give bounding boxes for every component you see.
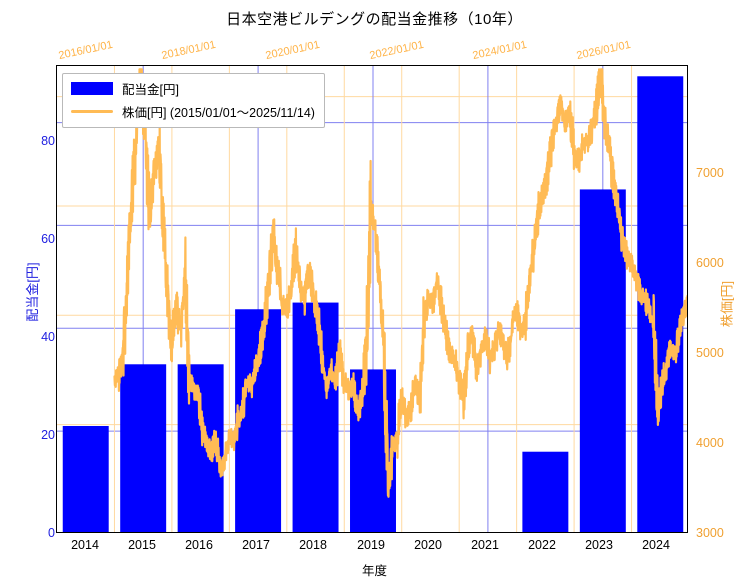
x-tick-5: 2019	[357, 538, 385, 552]
legend[interactable]: 配当金[円] 株価[円] (2015/01/01〜2025/11/14)	[62, 73, 325, 128]
x-tick-9: 2023	[585, 538, 613, 552]
top-tick-4: 2024/01/01	[471, 38, 528, 62]
top-tick-3: 2022/01/01	[368, 38, 425, 62]
stock-price-line	[113, 68, 687, 498]
x-tick-2: 2016	[185, 538, 213, 552]
top-tick-2: 2020/01/01	[264, 38, 321, 62]
plot-area[interactable]	[56, 65, 688, 533]
x-tick-4: 2018	[299, 538, 327, 552]
y2-tick-0: 3000	[696, 526, 724, 540]
y-tick-1: 20	[41, 428, 55, 442]
line-swatch-icon	[71, 109, 113, 114]
x-tick-3: 2017	[242, 538, 270, 552]
x-tick-7: 2021	[471, 538, 499, 552]
x-tick-0: 2014	[71, 538, 99, 552]
chart-title: 日本空港ビルデングの配当金推移（10年）	[226, 11, 523, 28]
legend-item-price[interactable]: 株価[円] (2015/01/01〜2025/11/14)	[71, 102, 315, 121]
x-axis-label: 年度	[361, 564, 387, 578]
x-tick-1: 2015	[128, 538, 156, 552]
top-tick-5: 2026/01/01	[575, 38, 632, 62]
top-tick-1: 2018/01/01	[160, 38, 217, 62]
right-axis-label: 株価[円]	[719, 280, 735, 327]
legend-label-dividend: 配当金[円]	[122, 83, 179, 97]
y-tick-3: 60	[41, 232, 55, 246]
bar-swatch-icon	[71, 82, 113, 95]
top-tick-0: 2016/01/01	[57, 38, 114, 62]
y2-tick-3: 6000	[696, 256, 724, 270]
legend-item-dividend[interactable]: 配当金[円]	[71, 79, 315, 98]
plot-layers	[57, 66, 687, 532]
y-tick-4: 80	[41, 134, 55, 148]
y2-tick-4: 7000	[696, 166, 724, 180]
y-tick-2: 40	[41, 330, 55, 344]
legend-label-price: 株価[円] (2015/01/01〜2025/11/14)	[122, 106, 315, 120]
dividend-bars[interactable]	[57, 66, 687, 532]
x-tick-6: 2020	[414, 538, 442, 552]
y2-tick-2: 5000	[696, 346, 724, 360]
x-tick-10: 2024	[642, 538, 670, 552]
y2-tick-1: 4000	[696, 436, 724, 450]
left-axis-label: 配当金[円]	[25, 262, 41, 322]
x-tick-8: 2022	[528, 538, 556, 552]
y-tick-0: 0	[48, 526, 55, 540]
